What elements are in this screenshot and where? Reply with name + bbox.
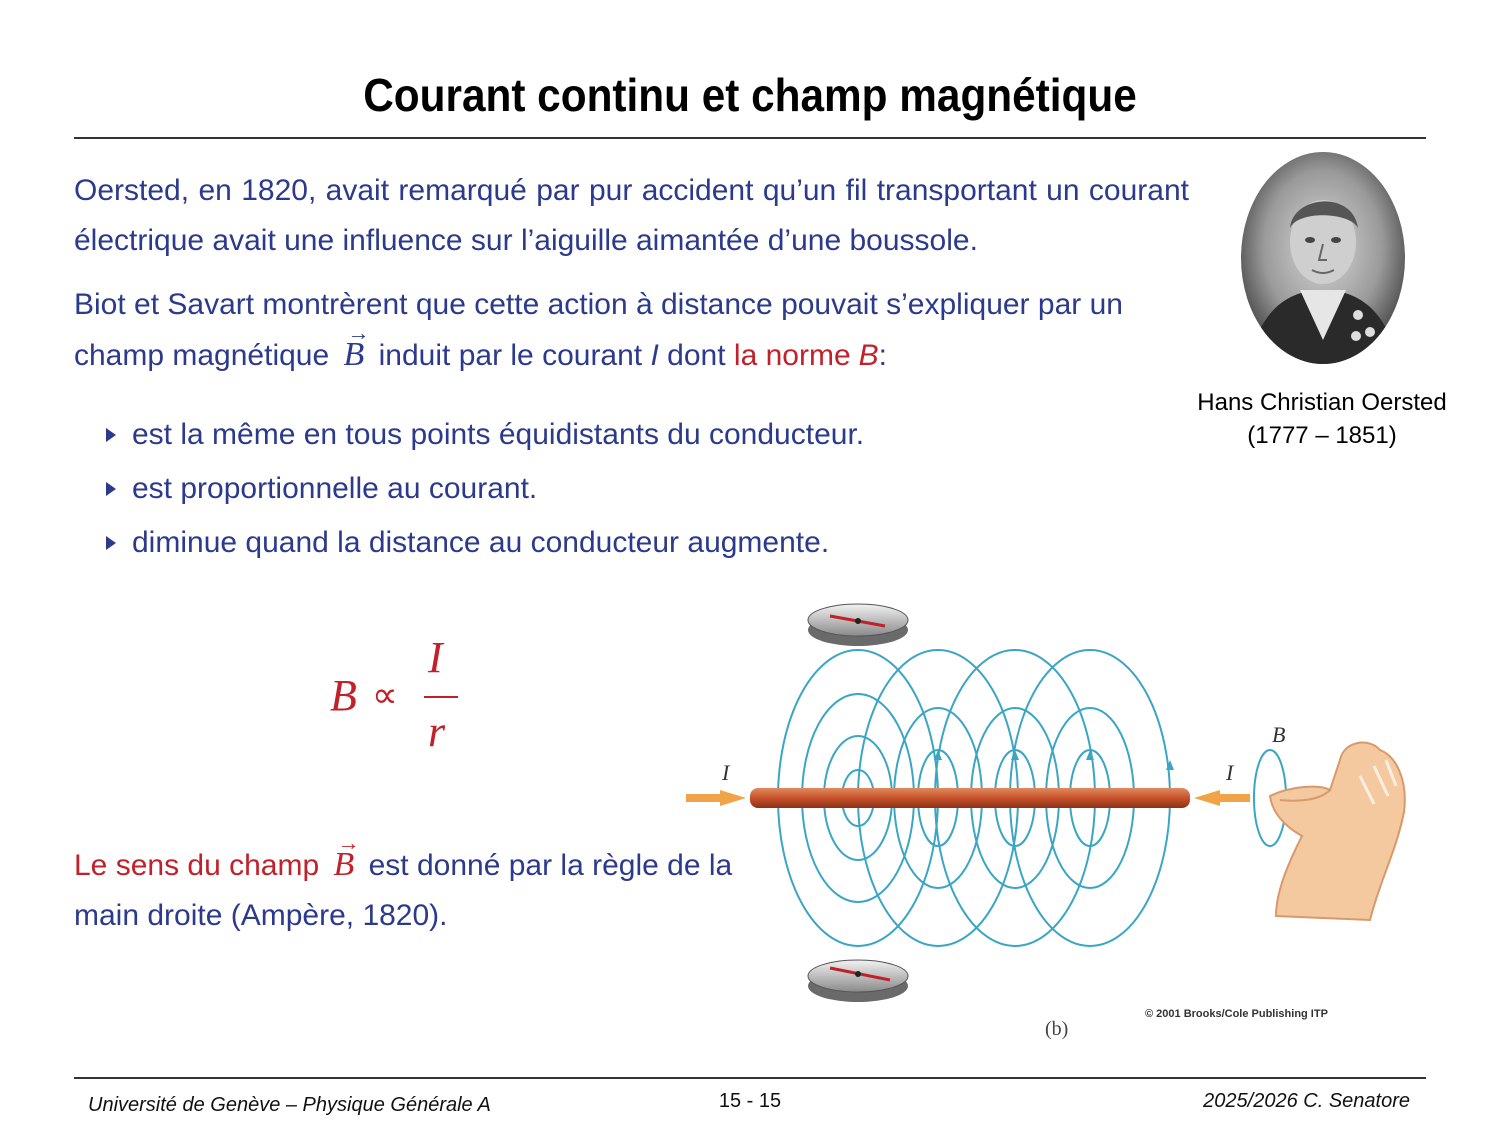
footer-divider — [74, 1077, 1426, 1079]
p2-red-text: la norme — [733, 339, 851, 372]
p3-rest: est donné par la règle de la main droite… — [74, 849, 733, 932]
property-list: est la même en tous points équidistants … — [106, 412, 864, 574]
formula-denominator: r — [428, 707, 446, 756]
portrait-caption: Hans Christian Oersted (1777 – 1851) — [1190, 386, 1454, 452]
formula-proportional: ∝ — [372, 675, 398, 715]
p3-red-text: Le sens du champ — [74, 849, 320, 882]
current-wire — [750, 788, 1190, 808]
list-item: est proportionnelle au courant. — [106, 466, 864, 520]
magnetic-field-illustration: I I B — [686, 603, 1406, 1002]
field-label: B — [1272, 722, 1285, 747]
formula-lhs: B — [330, 671, 357, 720]
compass-bottom — [807, 959, 909, 1002]
figure-copyright: © 2001 Brooks/Cole Publishing ITP — [1145, 1008, 1328, 1020]
current-arrow-right — [1194, 790, 1250, 806]
p3-vector-b: B — [334, 818, 360, 890]
footer-page-number: 15 - 15 — [718, 1090, 782, 1112]
title-divider — [74, 137, 1426, 139]
paragraph-right-hand-rule: Le sens du champ B est donné par la règl… — [74, 818, 774, 941]
figure-label: (b) — [1045, 1018, 1069, 1040]
current-label-right: I — [1225, 760, 1235, 785]
list-item: diminue quand la distance au conducteur … — [106, 520, 864, 574]
p2-norm-b: B — [858, 339, 879, 372]
footer-author: 2025/2026 C. Senatore — [1203, 1090, 1410, 1112]
p2-text-2: induit par le courant — [378, 339, 643, 372]
p2-current-symbol: I — [650, 339, 659, 372]
formula-numerator: I — [428, 633, 443, 682]
proportionality-formula: B ∝ I r — [330, 633, 480, 760]
p2-colon: : — [878, 339, 887, 372]
current-label-left: I — [721, 760, 731, 785]
p2-text-1: Biot et Savart montrèrent que cette acti… — [74, 288, 1123, 372]
caption-name: Hans Christian Oersted — [1197, 389, 1447, 416]
list-item: est la même en tous points équidistants … — [106, 412, 864, 466]
fraction-bar — [424, 696, 458, 698]
vector-b-symbol: B — [344, 308, 370, 380]
oersted-portrait — [1241, 152, 1405, 364]
current-arrow-left — [686, 790, 746, 806]
compass-top — [807, 603, 909, 646]
paragraph-biot-savart: Biot et Savart montrèrent que cette acti… — [74, 280, 1194, 381]
footer-university: Université de Genève – Physique Générale… — [88, 1094, 491, 1116]
slide-title: Courant continu et champ magnétique — [363, 69, 1137, 121]
p2-text-3: dont — [667, 339, 726, 372]
paragraph-oersted: Oersted, en 1820, avait remarqué par pur… — [74, 174, 1189, 257]
caption-dates: (1777 – 1851) — [1247, 422, 1397, 449]
right-hand — [1268, 741, 1406, 922]
